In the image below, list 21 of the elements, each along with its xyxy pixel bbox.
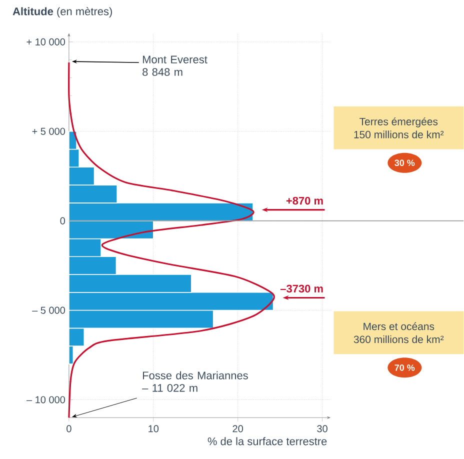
annotation: –3730 m	[280, 284, 323, 293]
y-axis-title: Altitude (en mètres)	[12, 7, 112, 18]
y-tick-label: + 5 000	[32, 128, 66, 136]
x-tick-label: 0	[66, 425, 72, 432]
x-tick-label: 10	[148, 425, 159, 432]
y-tick-label: – 5 000	[32, 306, 66, 314]
x-tick-label: 20	[232, 425, 243, 432]
annotation: Mont Everest 8 848 m	[142, 56, 208, 76]
y-tick-label: + 10 000	[26, 38, 66, 46]
x-tick-label: 30	[317, 425, 328, 432]
text: 360 millions de km²	[354, 336, 444, 344]
y-tick-label: – 10 000	[26, 396, 66, 404]
text: Mers et océans	[364, 322, 434, 330]
text: 150 millions de km²	[354, 130, 444, 139]
annotation: +870 m	[286, 197, 323, 205]
x-axis-title: % de la surface terrestre	[208, 437, 327, 446]
y-tick-label: 0	[60, 217, 66, 225]
annotation: Fosse des Mariannes – 11 022 m	[142, 371, 248, 392]
text: 70 %	[394, 364, 415, 372]
text: Terres émergées	[360, 118, 438, 128]
text: 30 %	[394, 160, 415, 166]
